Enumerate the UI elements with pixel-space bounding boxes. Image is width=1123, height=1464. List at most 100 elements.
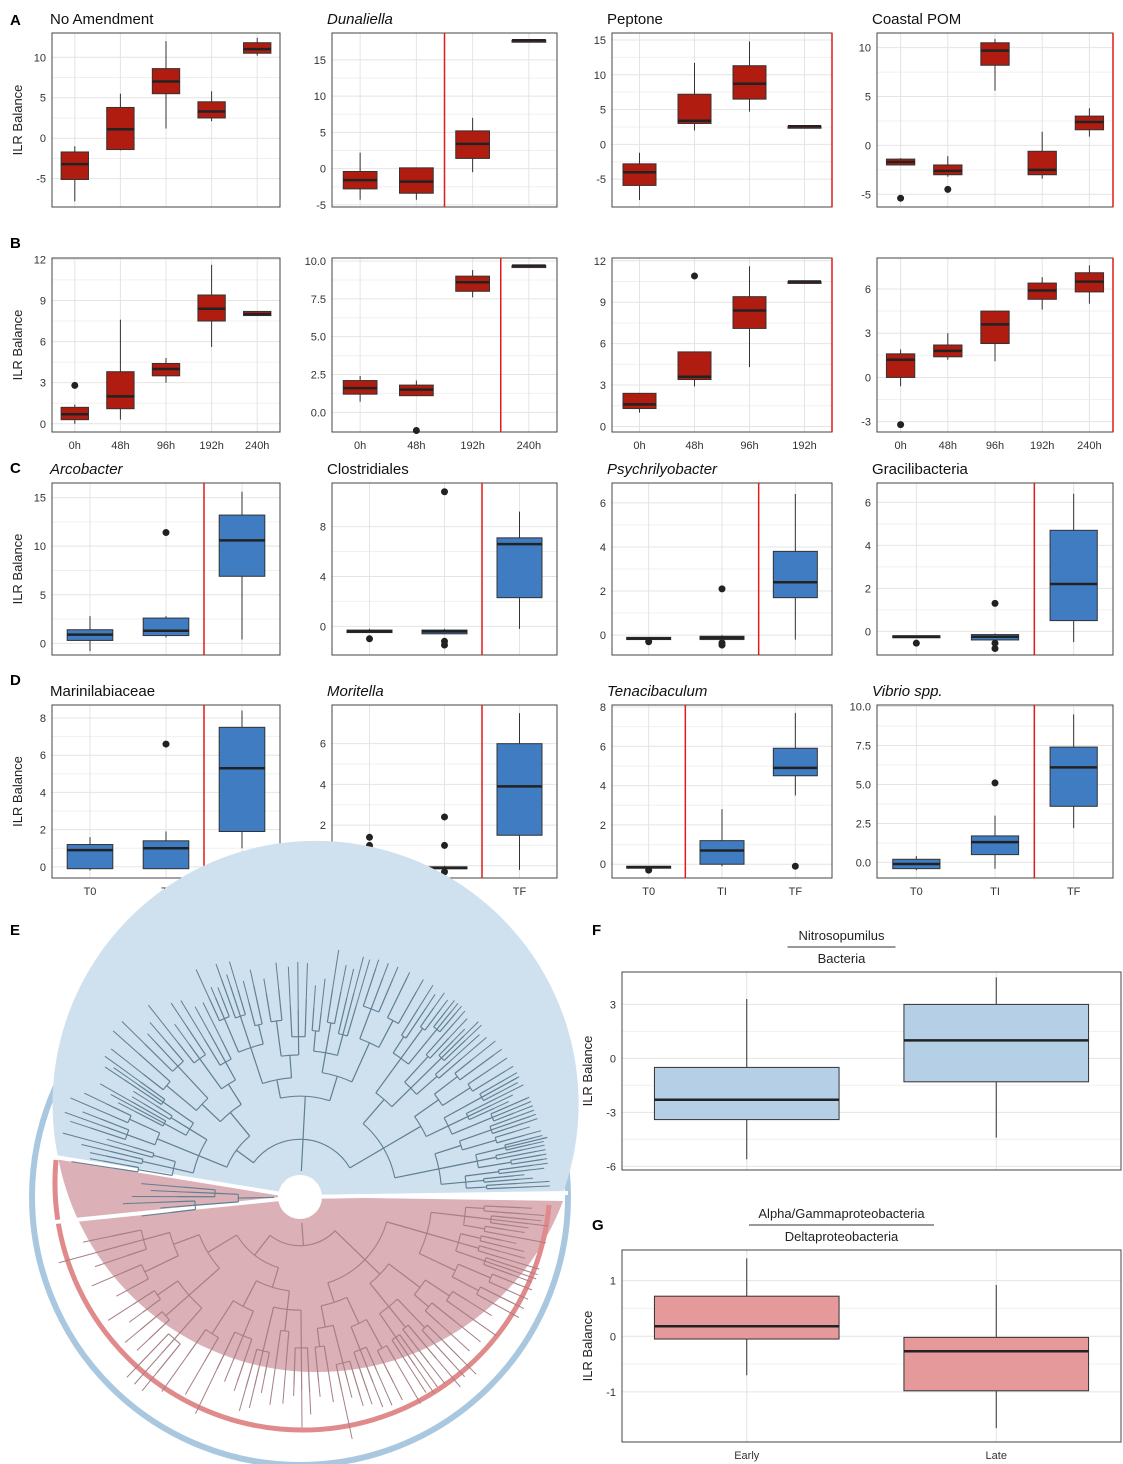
tree-branch <box>105 1155 143 1165</box>
tree-leaf <box>392 1382 403 1401</box>
y-tick-label: 0 <box>865 140 871 152</box>
tree-arc <box>253 1138 351 1169</box>
tree-leaf <box>215 963 222 979</box>
x-tick-label: Late <box>986 1450 1007 1462</box>
tree-branch <box>140 1311 163 1331</box>
tree-branch <box>237 989 246 1015</box>
box-outlier <box>366 833 373 841</box>
tree-leaf <box>320 978 326 1013</box>
tree-branch <box>170 1208 196 1214</box>
tree-leaf <box>110 1048 144 1075</box>
tree-leaf <box>150 1189 188 1193</box>
tree-branch <box>425 1023 454 1056</box>
y-tick-label: 5 <box>40 93 46 105</box>
tree-branch <box>498 1164 533 1171</box>
panel-label-f: F <box>592 922 601 939</box>
tree-branch <box>475 1146 506 1156</box>
box-iqr <box>699 840 745 865</box>
tree-branch <box>332 1325 344 1364</box>
tree-branch <box>216 1331 236 1370</box>
tree-leaf <box>91 1272 123 1287</box>
tree-leaf <box>532 1162 548 1166</box>
y-axis-label: ILR Balance <box>10 310 25 381</box>
panel-title: Peptone <box>607 11 663 28</box>
tree-branch <box>484 1230 516 1238</box>
y-tick-label: 7.5 <box>856 741 871 753</box>
tree-arc <box>434 1093 443 1106</box>
tree-leaf <box>147 1033 156 1043</box>
tree-leaf <box>104 1066 125 1081</box>
box-outlier <box>71 381 79 389</box>
tree-leaf <box>347 1380 353 1398</box>
box-outlier <box>441 841 448 849</box>
tree-branch <box>138 1053 171 1082</box>
tree-branch <box>484 1205 520 1209</box>
tree-arc <box>443 1117 453 1135</box>
tree-branch <box>488 1281 509 1291</box>
y-tick-label: 2 <box>320 820 326 832</box>
tree-leaf <box>508 1224 529 1229</box>
y-tick-label: 10.0 <box>305 256 326 268</box>
tree-leaf <box>104 1055 141 1083</box>
tree-branch <box>131 1101 167 1122</box>
tree-branch <box>383 1125 422 1149</box>
tree-branch <box>479 1240 502 1247</box>
tree-leaf <box>195 1368 218 1414</box>
panel-label-b: B <box>10 235 21 252</box>
tree-leaf <box>327 1369 334 1403</box>
tree-leaf <box>113 1067 139 1086</box>
box-iqr <box>732 65 767 100</box>
tree-leaf <box>463 1021 479 1037</box>
box-iqr <box>60 151 89 180</box>
tree-leaf <box>116 1287 132 1297</box>
y-tick-label: 7.5 <box>311 294 326 306</box>
tree-leaf <box>536 1149 546 1152</box>
y-tick-label: 0 <box>40 419 46 431</box>
box-outlier <box>162 740 170 748</box>
tree-branch <box>351 1042 371 1083</box>
tree-arc <box>137 1167 140 1173</box>
tree-leaf <box>505 1065 514 1072</box>
tree-branch <box>286 1290 290 1310</box>
x-tick-label: 48h <box>407 440 425 452</box>
tree-branch <box>333 991 342 1024</box>
box-iqr <box>885 353 916 378</box>
tree-leaf <box>504 1228 525 1234</box>
tree-leaf <box>64 1111 106 1128</box>
tree-branch <box>173 1234 200 1245</box>
x-tick-label: 192h <box>199 440 223 452</box>
tree-branch <box>285 1331 290 1364</box>
tree-branch <box>480 1286 517 1306</box>
tree-branch <box>137 1084 164 1103</box>
tree-branch <box>236 1338 253 1382</box>
tree-branch <box>207 1234 238 1253</box>
tree-branch <box>364 1259 381 1275</box>
y-tick-label: 10 <box>859 43 871 55</box>
y-tick-label: 6 <box>40 750 46 762</box>
tree-branch <box>335 1364 343 1391</box>
box-iqr <box>903 1336 1090 1392</box>
box-iqr <box>732 296 767 329</box>
tree-leaf <box>126 1366 138 1378</box>
tree-leaf <box>195 969 210 999</box>
tree-leaf <box>180 1000 205 1040</box>
panel-b4: -3 0 3 6 0h 48h 96h 192h 240h <box>861 257 1114 452</box>
panel-label-d: D <box>10 672 21 689</box>
box-outlier <box>897 421 905 429</box>
y-tick-label: 0 <box>600 421 606 433</box>
y-tick-label: -5 <box>596 174 606 186</box>
tree-leaf <box>202 1002 223 1041</box>
tree-leaf <box>318 1382 321 1397</box>
tree-leaf <box>395 1360 421 1404</box>
tree-arc <box>280 1095 330 1102</box>
y-tick-label: 0 <box>40 133 46 145</box>
tree-leaf <box>122 1201 160 1205</box>
tree-leaf <box>249 969 255 985</box>
tree-branch <box>402 1328 430 1364</box>
tree-branch <box>469 1107 495 1121</box>
tree-leaf <box>305 963 308 999</box>
tree-leaf <box>519 1213 545 1217</box>
x-tick-label: 48h <box>939 440 957 452</box>
tree-branch <box>314 1347 320 1383</box>
